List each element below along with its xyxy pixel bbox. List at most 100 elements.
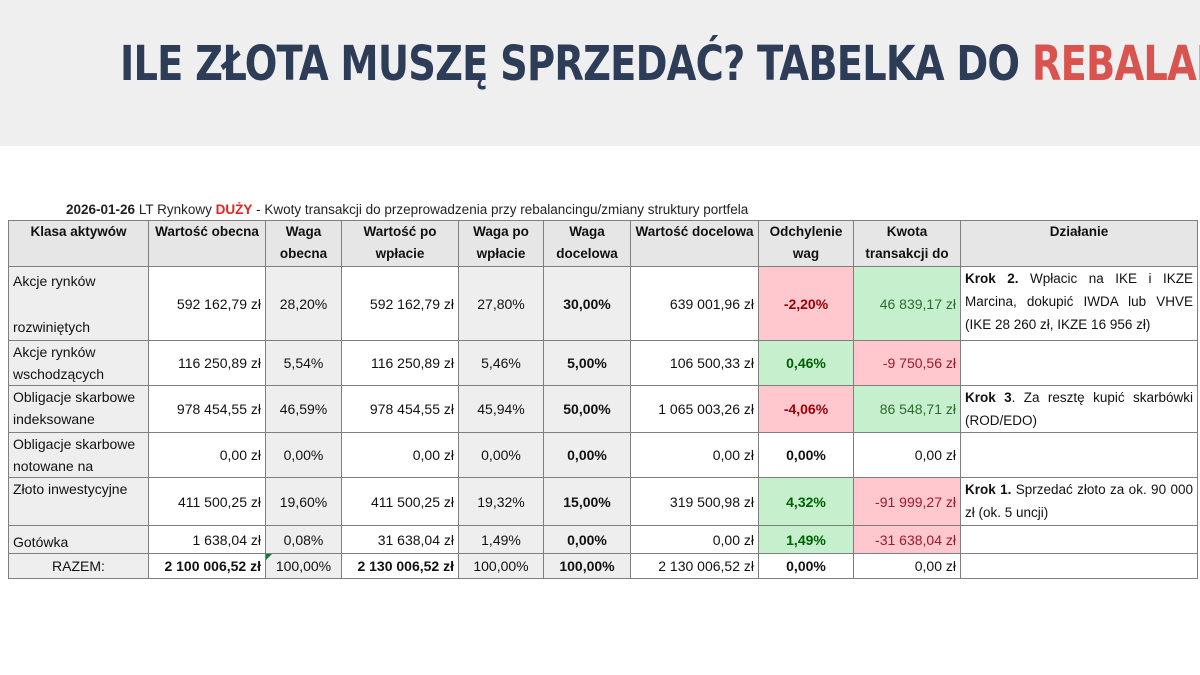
total-deviation: 0,00% — [758, 553, 854, 579]
total-transaction: 0,00 zł — [853, 553, 961, 579]
asset-name-cell: Akcje rynków wschodzących — [8, 340, 149, 386]
value-after-deposit-cell: 31 638,04 zł — [341, 525, 459, 554]
weight-after-deposit-cell: 19,32% — [458, 477, 544, 526]
transaction-cell: 86 548,71 zł — [853, 385, 961, 433]
table-row: Akcje rynków rozwiniętych 592 162,79 zł 2… — [8, 266, 1198, 341]
asset-name-cell: Akcje rynków rozwiniętych — [8, 266, 149, 341]
title-accent: REBALANCINGU — [1031, 36, 1200, 92]
target-weight-cell: 0,00% — [543, 525, 631, 554]
action-text: Sprzedać złoto za ok. 90 000 zł (ok. 5 u… — [965, 482, 1193, 520]
deviation-cell: -4,06% — [758, 385, 854, 433]
table-row: Gotówka 1 638,04 zł 0,08% 31 638,04 zł 1… — [8, 525, 1198, 554]
caption-description: - Kwoty transakcji do przeprowadzenia pr… — [252, 202, 749, 217]
target-value-cell: 106 500,33 zł — [630, 340, 759, 386]
header-action: Działanie — [960, 220, 1198, 267]
total-label: RAZEM: — [8, 553, 149, 579]
header-value-after-deposit: Wartość po wpłacie — [341, 220, 459, 267]
transaction-cell: -9 750,56 zł — [853, 340, 961, 386]
action-step: Krok 3 — [965, 390, 1012, 405]
action-step: Krok 1. — [965, 482, 1012, 497]
value-after-deposit-cell: 116 250,89 zł — [341, 340, 459, 386]
target-weight-cell: 5,00% — [543, 340, 631, 386]
header-row: Klasa aktywów Wartość obecna Waga obecna… — [8, 220, 1198, 267]
header-asset-class: Klasa aktywów — [8, 220, 149, 267]
table-row: Akcje rynków wschodzących 116 250,89 zł 5… — [8, 340, 1198, 386]
asset-name-cell: Gotówka — [8, 525, 149, 554]
table-row: Obligacje skarbowe indeksowane 978 454,55… — [8, 385, 1198, 433]
header-weight-after-deposit: Waga po wpłacie — [458, 220, 544, 267]
action-cell: Krok 3. Za resztę kupić skarbówki (ROD/E… — [960, 385, 1198, 433]
deviation-cell: 0,46% — [758, 340, 854, 386]
weight-after-deposit-cell: 1,49% — [458, 525, 544, 554]
target-value-cell: 1 065 003,26 zł — [630, 385, 759, 433]
total-value-after-deposit: 2 130 006,52 zł — [341, 553, 459, 579]
value-after-deposit-cell: 592 162,79 zł — [341, 266, 459, 341]
action-text: Wpłacic na IKE i IKZE Marcina, dokupić I… — [965, 271, 1193, 332]
current-value-cell: 978 454,55 zł — [148, 385, 266, 433]
target-value-cell: 319 500,98 zł — [630, 477, 759, 526]
current-value-cell: 116 250,89 zł — [148, 340, 266, 386]
value-after-deposit-cell: 0,00 zł — [341, 432, 459, 478]
current-value-cell: 592 162,79 zł — [148, 266, 266, 341]
current-value-cell: 0,00 zł — [148, 432, 266, 478]
asset-name-line1: Złoto inwestycyjne — [13, 481, 128, 497]
current-weight-cell: 28,20% — [265, 266, 342, 341]
action-cell — [960, 525, 1198, 554]
table-row: Obligacje skarbowe notowane na 0,00 zł 0,… — [8, 432, 1198, 478]
weight-after-deposit-cell: 5,46% — [458, 340, 544, 386]
target-value-cell: 639 001,96 zł — [630, 266, 759, 341]
weight-after-deposit-cell: 0,00% — [458, 432, 544, 478]
transaction-cell: 46 839,17 zł — [853, 266, 961, 341]
asset-name-cell: Obligacje skarbowe indeksowane — [8, 385, 149, 433]
target-weight-cell: 30,00% — [543, 266, 631, 341]
current-weight-cell: 0,00% — [265, 432, 342, 478]
action-cell: Krok 1. Sprzedać złoto za ok. 90 000 zł … — [960, 477, 1198, 526]
asset-name-line1: Gotówka — [13, 534, 69, 550]
current-weight-cell: 5,54% — [265, 340, 342, 386]
header-target-weight: Waga docelowa — [543, 220, 631, 267]
deviation-cell: 4,32% — [758, 477, 854, 526]
transaction-cell: -31 638,04 zł — [853, 525, 961, 554]
action-cell: Krok 2. Wpłacic na IKE i IKZE Marcina, d… — [960, 266, 1198, 341]
asset-name-line2: notowane na — [13, 458, 94, 474]
header-transaction: Kwota transakcji do — [853, 220, 961, 267]
total-current-weight: 100,00% — [265, 553, 342, 579]
title-main: ILE ZŁOTA MUSZĘ SPRZEDAĆ? TABELKA DO — [120, 36, 1032, 92]
current-weight-cell: 46,59% — [265, 385, 342, 433]
current-value-cell: 1 638,04 zł — [148, 525, 266, 554]
action-text: . Za resztę kupić skarbówki (ROD/EDO) — [965, 390, 1193, 428]
target-value-cell: 0,00 zł — [630, 525, 759, 554]
target-value-cell: 0,00 zł — [630, 432, 759, 478]
total-current-value: 2 100 006,52 zł — [148, 553, 266, 579]
asset-name-line1: Obligacje skarbowe — [13, 389, 136, 405]
asset-name-line1: Akcje rynków — [13, 344, 96, 360]
deviation-cell: 0,00% — [758, 432, 854, 478]
transaction-cell: 0,00 zł — [853, 432, 961, 478]
current-value-cell: 411 500,25 zł — [148, 477, 266, 526]
rebalancing-table: Klasa aktywów Wartość obecna Waga obecna… — [8, 220, 1198, 579]
table-row: Złoto inwestycyjne 411 500,25 zł 19,60% … — [8, 477, 1198, 526]
action-cell — [960, 432, 1198, 478]
current-weight-cell: 19,60% — [265, 477, 342, 526]
asset-name-cell: Złoto inwestycyjne — [8, 477, 149, 526]
weight-after-deposit-cell: 27,80% — [458, 266, 544, 341]
deviation-cell: 1,49% — [758, 525, 854, 554]
target-weight-cell: 50,00% — [543, 385, 631, 433]
action-step: Krok 2. — [965, 271, 1019, 286]
caption-size: DUŻY — [215, 202, 253, 217]
weight-after-deposit-cell: 45,94% — [458, 385, 544, 433]
total-target-value: 2 130 006,52 zł — [630, 553, 759, 579]
page-title: ILE ZŁOTA MUSZĘ SPRZEDAĆ? TABELKA DO REB… — [120, 36, 1200, 92]
total-action — [960, 553, 1198, 579]
current-weight-cell: 0,08% — [265, 525, 342, 554]
deviation-cell: -2,20% — [758, 266, 854, 341]
value-after-deposit-cell: 411 500,25 zł — [341, 477, 459, 526]
header-current-value: Wartość obecna — [148, 220, 266, 267]
asset-name-line2: rozwiniętych — [13, 318, 91, 335]
transaction-cell: -91 999,27 zł — [853, 477, 961, 526]
total-target-weight: 100,00% — [543, 553, 631, 579]
caption-date: 2026-01-26 — [66, 202, 136, 217]
asset-name-line1: Obligacje skarbowe — [13, 436, 136, 452]
header-target-value: Wartość docelowa — [630, 220, 759, 267]
table-caption: 2026-01-26 LT Rynkowy DUŻY - Kwoty trans… — [66, 202, 748, 217]
